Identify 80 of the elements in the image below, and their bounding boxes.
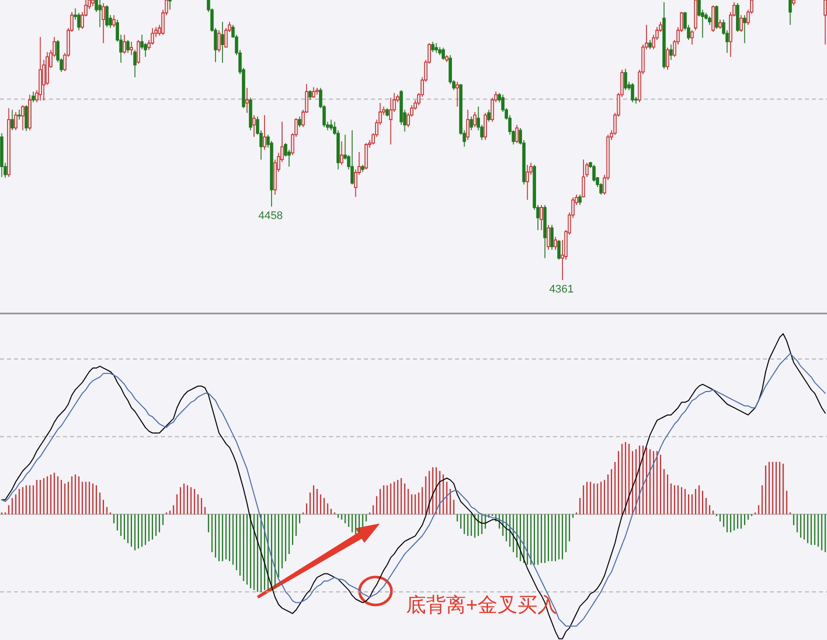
candlestick xyxy=(431,41,434,53)
candlestick xyxy=(126,40,130,54)
candlestick xyxy=(708,16,712,26)
candlestick xyxy=(736,2,740,32)
candlestick xyxy=(112,14,116,28)
candlestick xyxy=(0,132,4,178)
candlestick xyxy=(364,142,368,170)
candlestick xyxy=(340,140,344,166)
candlestick xyxy=(18,109,21,120)
candlestick xyxy=(540,204,544,231)
annotation: 4458 xyxy=(258,210,283,222)
candlestick xyxy=(7,108,10,178)
candlestick xyxy=(578,194,582,206)
candlestick xyxy=(14,112,18,131)
candlestick xyxy=(298,116,302,128)
candlestick xyxy=(690,30,694,45)
candlestick xyxy=(648,40,652,50)
candlestick xyxy=(526,164,530,200)
candlestick xyxy=(350,130,354,185)
candlestick xyxy=(262,114,266,150)
candlestick xyxy=(546,224,550,250)
candlestick xyxy=(743,14,746,44)
candlestick xyxy=(312,86,316,98)
candlestick xyxy=(248,97,252,131)
annotation: 4361 xyxy=(549,284,574,296)
candlestick xyxy=(91,0,95,7)
candlestick xyxy=(543,204,547,259)
candlestick xyxy=(102,2,106,44)
candlestick xyxy=(245,87,249,114)
candlestick xyxy=(21,104,24,131)
candlestick xyxy=(361,164,364,172)
candlestick xyxy=(389,97,392,145)
candlestick xyxy=(315,87,319,96)
candlestick xyxy=(484,112,487,140)
candlestick xyxy=(630,82,634,103)
candlestick xyxy=(32,91,35,103)
candlestick xyxy=(438,46,442,56)
candlestick xyxy=(792,0,796,6)
candlestick xyxy=(136,40,140,64)
candlestick xyxy=(662,2,666,70)
candlestick xyxy=(714,4,718,30)
candlestick xyxy=(28,94,32,131)
candlestick xyxy=(168,0,172,10)
candlestick xyxy=(133,49,137,78)
candlestick xyxy=(24,104,28,132)
candlestick xyxy=(77,12,80,31)
candlestick xyxy=(718,19,722,30)
candlestick xyxy=(824,0,827,45)
candlestick xyxy=(470,116,473,131)
candlestick xyxy=(442,47,445,60)
candlestick xyxy=(554,236,558,250)
candlestick xyxy=(10,109,14,131)
candlestick xyxy=(624,68,628,91)
candlestick xyxy=(38,36,42,101)
candlestick xyxy=(466,109,470,140)
candlestick xyxy=(122,34,126,54)
candlestick xyxy=(130,41,134,56)
candlestick xyxy=(98,0,102,28)
candlestick xyxy=(740,14,743,32)
candlestick xyxy=(252,114,256,138)
candlestick xyxy=(220,21,224,64)
candlestick xyxy=(445,54,448,63)
candlestick xyxy=(694,0,698,31)
candlestick xyxy=(582,159,586,198)
candlestick xyxy=(308,90,312,100)
candlestick xyxy=(487,109,490,122)
candlestick xyxy=(557,240,561,260)
candlestick xyxy=(666,47,670,70)
candlestick xyxy=(434,42,438,54)
candlestick xyxy=(330,119,333,131)
candlestick xyxy=(669,44,673,60)
candlestick xyxy=(456,81,459,108)
candlestick xyxy=(473,112,476,128)
candlestick xyxy=(515,124,519,144)
candlestick xyxy=(217,30,221,53)
candlestick xyxy=(711,4,715,32)
candlestick xyxy=(105,4,109,28)
candlestick xyxy=(550,224,554,250)
candlestick xyxy=(788,0,792,26)
candlestick xyxy=(386,108,389,117)
